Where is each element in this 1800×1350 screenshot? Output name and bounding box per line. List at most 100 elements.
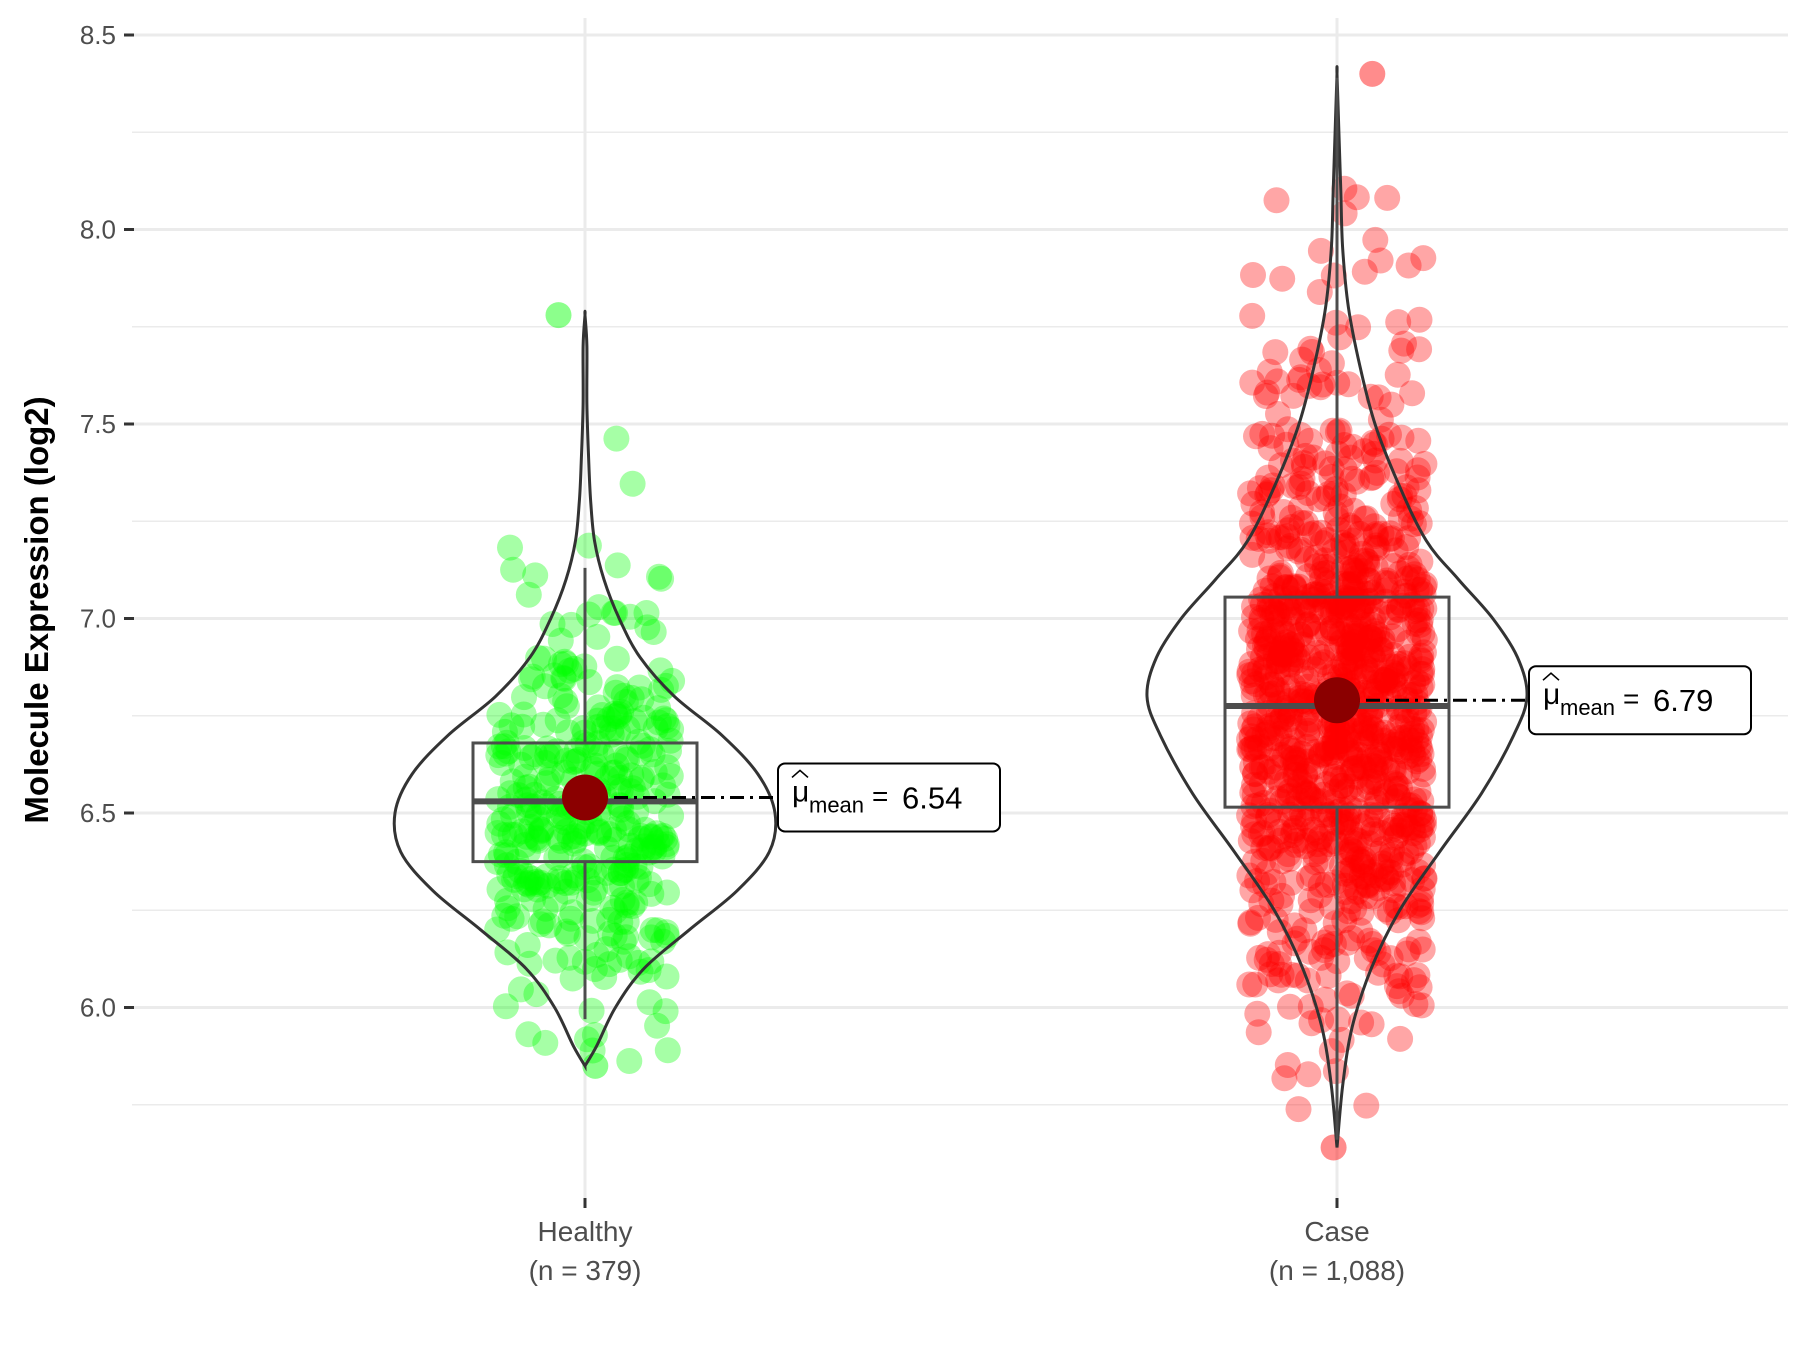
case-point bbox=[1284, 925, 1311, 952]
healthy-point bbox=[552, 870, 579, 897]
healthy-point bbox=[602, 703, 629, 729]
case-point bbox=[1404, 607, 1431, 634]
case-point bbox=[1301, 520, 1328, 547]
case-point bbox=[1246, 706, 1273, 733]
case-point bbox=[1334, 929, 1361, 956]
case-point bbox=[1349, 753, 1376, 780]
case-point bbox=[1407, 735, 1434, 762]
case-point bbox=[1294, 546, 1321, 573]
case-point bbox=[1272, 713, 1299, 739]
case-point bbox=[1364, 875, 1391, 902]
case-point bbox=[1394, 724, 1420, 751]
case-point bbox=[1287, 364, 1314, 391]
case-point bbox=[1361, 647, 1387, 674]
case-point bbox=[1395, 655, 1422, 682]
case-point bbox=[1389, 851, 1416, 878]
healthy-point bbox=[515, 581, 542, 608]
case-point bbox=[1359, 464, 1386, 491]
healthy-point bbox=[509, 713, 536, 740]
case-point bbox=[1265, 703, 1292, 730]
healthy-point bbox=[599, 894, 626, 921]
case-point bbox=[1236, 736, 1263, 763]
healthy-point bbox=[547, 682, 574, 709]
case-point bbox=[1362, 677, 1389, 704]
case-point bbox=[1399, 814, 1426, 841]
case-point bbox=[1274, 1052, 1301, 1078]
case-point bbox=[1367, 636, 1394, 663]
case-point bbox=[1239, 877, 1266, 904]
case-point bbox=[1307, 882, 1333, 909]
healthy-point bbox=[607, 909, 634, 936]
case-point bbox=[1310, 781, 1337, 808]
case-point bbox=[1411, 595, 1438, 622]
case-point bbox=[1253, 664, 1280, 691]
case-point bbox=[1284, 642, 1311, 668]
case-point bbox=[1408, 647, 1435, 674]
case-point bbox=[1269, 705, 1295, 732]
case-point bbox=[1252, 383, 1279, 409]
healthy-point bbox=[627, 822, 654, 849]
case-point bbox=[1352, 883, 1379, 910]
case-point bbox=[1240, 682, 1267, 709]
case-point bbox=[1344, 878, 1371, 905]
case-point bbox=[1335, 639, 1362, 666]
case-point bbox=[1363, 532, 1390, 559]
case-point bbox=[1277, 735, 1304, 762]
case-point bbox=[1362, 862, 1389, 889]
healthy-point bbox=[565, 746, 592, 773]
case-point bbox=[1380, 870, 1407, 897]
case-point bbox=[1242, 749, 1269, 776]
case-point bbox=[1267, 562, 1293, 589]
case-point bbox=[1252, 872, 1279, 899]
case-point bbox=[1337, 841, 1364, 868]
case-point bbox=[1407, 723, 1433, 750]
case-point bbox=[1387, 963, 1414, 990]
case-point bbox=[1280, 804, 1307, 830]
case-point bbox=[1276, 778, 1303, 805]
case-point bbox=[1278, 869, 1305, 896]
case-point bbox=[1297, 887, 1324, 914]
case-point bbox=[1311, 547, 1338, 574]
case-point bbox=[1301, 581, 1328, 607]
case-point bbox=[1268, 741, 1295, 768]
case-point bbox=[1290, 450, 1317, 477]
healthy-point bbox=[628, 766, 655, 793]
case-point bbox=[1248, 771, 1275, 798]
case-point bbox=[1237, 710, 1264, 737]
case-point bbox=[1248, 754, 1275, 781]
healthy-point bbox=[520, 886, 547, 913]
healthy-point bbox=[591, 715, 618, 742]
case-point bbox=[1410, 812, 1437, 839]
case-point bbox=[1307, 742, 1334, 769]
case-point bbox=[1270, 499, 1297, 525]
case-point bbox=[1315, 480, 1342, 507]
mean-subscript: mean bbox=[809, 792, 864, 817]
case-point bbox=[1391, 330, 1417, 357]
case-point bbox=[1280, 738, 1307, 764]
case-point bbox=[1277, 993, 1303, 1020]
case-point bbox=[1382, 770, 1408, 797]
case-point bbox=[1401, 833, 1428, 860]
case-point bbox=[1408, 890, 1435, 917]
healthy-point bbox=[613, 852, 640, 878]
case-point bbox=[1393, 474, 1420, 501]
healthy-point bbox=[640, 619, 667, 645]
healthy-point bbox=[604, 674, 631, 701]
case-point bbox=[1339, 586, 1366, 613]
case-point bbox=[1407, 606, 1434, 633]
case-point bbox=[1337, 717, 1364, 744]
healthy-point bbox=[527, 911, 554, 938]
case-point bbox=[1267, 593, 1294, 620]
healthy-point bbox=[532, 895, 559, 922]
healthy-point bbox=[508, 751, 535, 778]
case-point bbox=[1242, 971, 1269, 998]
case-point bbox=[1341, 621, 1368, 647]
case-point bbox=[1339, 758, 1366, 785]
case-point bbox=[1264, 601, 1291, 628]
case-point bbox=[1256, 588, 1283, 615]
case-point bbox=[1387, 505, 1414, 532]
case-point bbox=[1405, 778, 1432, 805]
case-point bbox=[1335, 857, 1362, 884]
healthy-point bbox=[606, 701, 632, 728]
case-point bbox=[1246, 656, 1273, 683]
